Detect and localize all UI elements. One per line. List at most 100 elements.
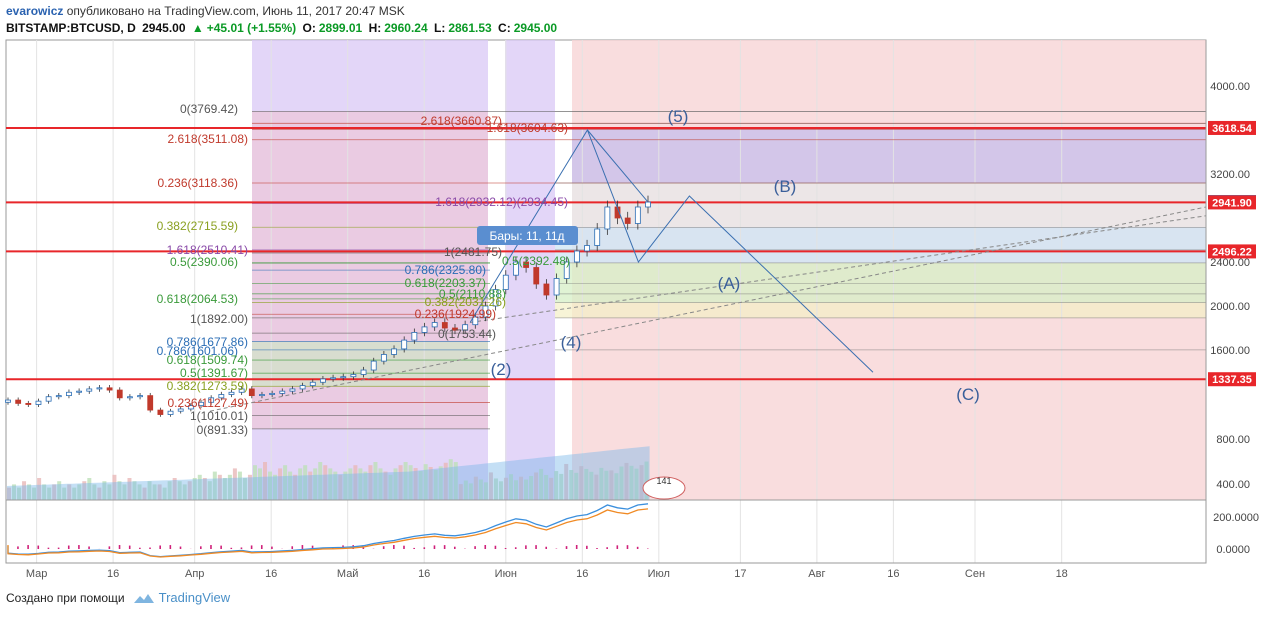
- volume-bar: [132, 481, 137, 500]
- volume-bar: [569, 470, 574, 500]
- ohlc-legend: BITSTAMP:BTCUSD, D 2945.00 ▲ +45.01 (+1.5…: [6, 21, 560, 35]
- volume-bar: [107, 484, 112, 500]
- volume-bar: [7, 487, 11, 500]
- volume-bar: [503, 477, 508, 500]
- volume-bar: [589, 471, 594, 500]
- histogram-bar: [220, 545, 222, 549]
- volume-bar: [77, 484, 82, 500]
- histogram-bar: [596, 548, 598, 549]
- histogram-bar: [413, 547, 415, 549]
- candle-body: [452, 327, 458, 331]
- volume-bar: [147, 481, 152, 500]
- volume-bar: [278, 468, 283, 500]
- candle-body: [187, 405, 194, 410]
- x-tick-label: Мар: [26, 568, 48, 580]
- candle-body: [259, 394, 265, 397]
- histogram-bar: [545, 546, 548, 549]
- volume-bar: [599, 467, 604, 500]
- candle-body: [76, 390, 83, 393]
- open-value: 2899.01: [318, 21, 363, 35]
- x-tick-label: 16: [418, 568, 430, 580]
- candle-body: [584, 245, 590, 252]
- histogram-bar: [271, 546, 273, 549]
- histogram-bar: [118, 545, 121, 549]
- author-name[interactable]: evarowicz: [6, 4, 64, 18]
- fib-level-label: 0.5(1391.67): [180, 366, 248, 380]
- x-tick-label: Авг: [808, 568, 825, 580]
- volume-bar: [433, 469, 438, 500]
- volume-bar: [609, 470, 614, 500]
- volume-bar: [122, 484, 127, 500]
- elliott-wave-path: [587, 129, 649, 203]
- wave-label: (2): [491, 360, 512, 379]
- histogram-bar: [311, 545, 314, 549]
- histogram-bar: [47, 547, 50, 549]
- fib-level-label: 0.786(2325.80): [405, 263, 486, 277]
- histogram-bar: [453, 546, 456, 549]
- oscillator-tick-label: 0.0000: [1216, 544, 1250, 556]
- low-label: L:: [433, 21, 446, 35]
- fib-level-label: 0(3769.42): [180, 102, 238, 116]
- wave-label: (5): [668, 107, 689, 126]
- publish-header: evarowicz опубликовано на TradingView.co…: [6, 3, 405, 19]
- histogram-bar: [535, 545, 537, 549]
- fib-level-label: 1.618(3604.63): [487, 121, 568, 135]
- y-tick-label: 2400.00: [1210, 257, 1250, 269]
- volume-bar: [97, 487, 102, 500]
- volume-bar: [498, 481, 503, 500]
- candle-body: [563, 261, 570, 279]
- volume-bar: [373, 462, 378, 500]
- volume-bar: [428, 467, 433, 500]
- volume-bar: [32, 487, 37, 500]
- histogram-bar: [27, 545, 29, 549]
- fib-level-label: 0.236(3118.36): [157, 176, 238, 190]
- volume-bar: [383, 471, 388, 500]
- histogram-bar: [230, 547, 233, 549]
- candle-body: [370, 360, 377, 371]
- volume-bar: [539, 468, 544, 500]
- oscillator-tick-label: 200.0000: [1213, 512, 1259, 524]
- open-label: O:: [302, 21, 316, 35]
- last-price: 2945.00: [142, 21, 186, 35]
- fib-level-label: 2.618(3660.87): [421, 114, 502, 128]
- volume-bar: [488, 472, 493, 500]
- y-tick-label: 3200.00: [1210, 169, 1250, 181]
- candle-body: [502, 274, 509, 290]
- candle-body: [127, 396, 133, 399]
- change-value: +45.01 (+1.55%): [206, 21, 297, 35]
- volume-bar: [443, 462, 448, 500]
- candle-body: [279, 390, 286, 394]
- candle-body: [634, 206, 641, 224]
- bars-tooltip-label: Бары: 11, 11д: [489, 229, 564, 243]
- volume-bar: [187, 481, 192, 500]
- candle-body: [431, 322, 438, 328]
- close-label: C:: [498, 21, 511, 35]
- fib-level-label: 0.382(2715.59): [157, 219, 238, 233]
- histogram-bar: [210, 545, 212, 549]
- volume-bar: [318, 462, 323, 500]
- fib-level-label: 0.5(2390.06): [170, 255, 238, 269]
- fib-level-label: 0.786(1601.06): [157, 344, 238, 358]
- volume-bar: [182, 484, 187, 500]
- volume-bar: [137, 484, 142, 500]
- wave-label: (B): [774, 177, 797, 196]
- x-tick-label: Апр: [185, 568, 204, 580]
- histogram-bar: [484, 545, 487, 549]
- volume-bar: [57, 481, 62, 500]
- volume-bar: [177, 481, 182, 500]
- volume-bar: [604, 470, 609, 500]
- volume-bar: [624, 462, 629, 500]
- volume-bar: [12, 484, 17, 500]
- candle-body: [45, 396, 52, 402]
- volume-bar: [67, 484, 72, 500]
- tradingview-link[interactable]: TradingView: [133, 590, 230, 605]
- candle-body: [360, 369, 367, 375]
- volume-bar: [368, 465, 373, 500]
- histogram-bar: [139, 547, 141, 549]
- volume-bar: [594, 474, 599, 500]
- fib-level-label: 0.5(2110.88): [439, 287, 506, 301]
- candle-body: [228, 391, 235, 395]
- candle-body: [5, 399, 11, 403]
- volume-bar: [403, 462, 408, 500]
